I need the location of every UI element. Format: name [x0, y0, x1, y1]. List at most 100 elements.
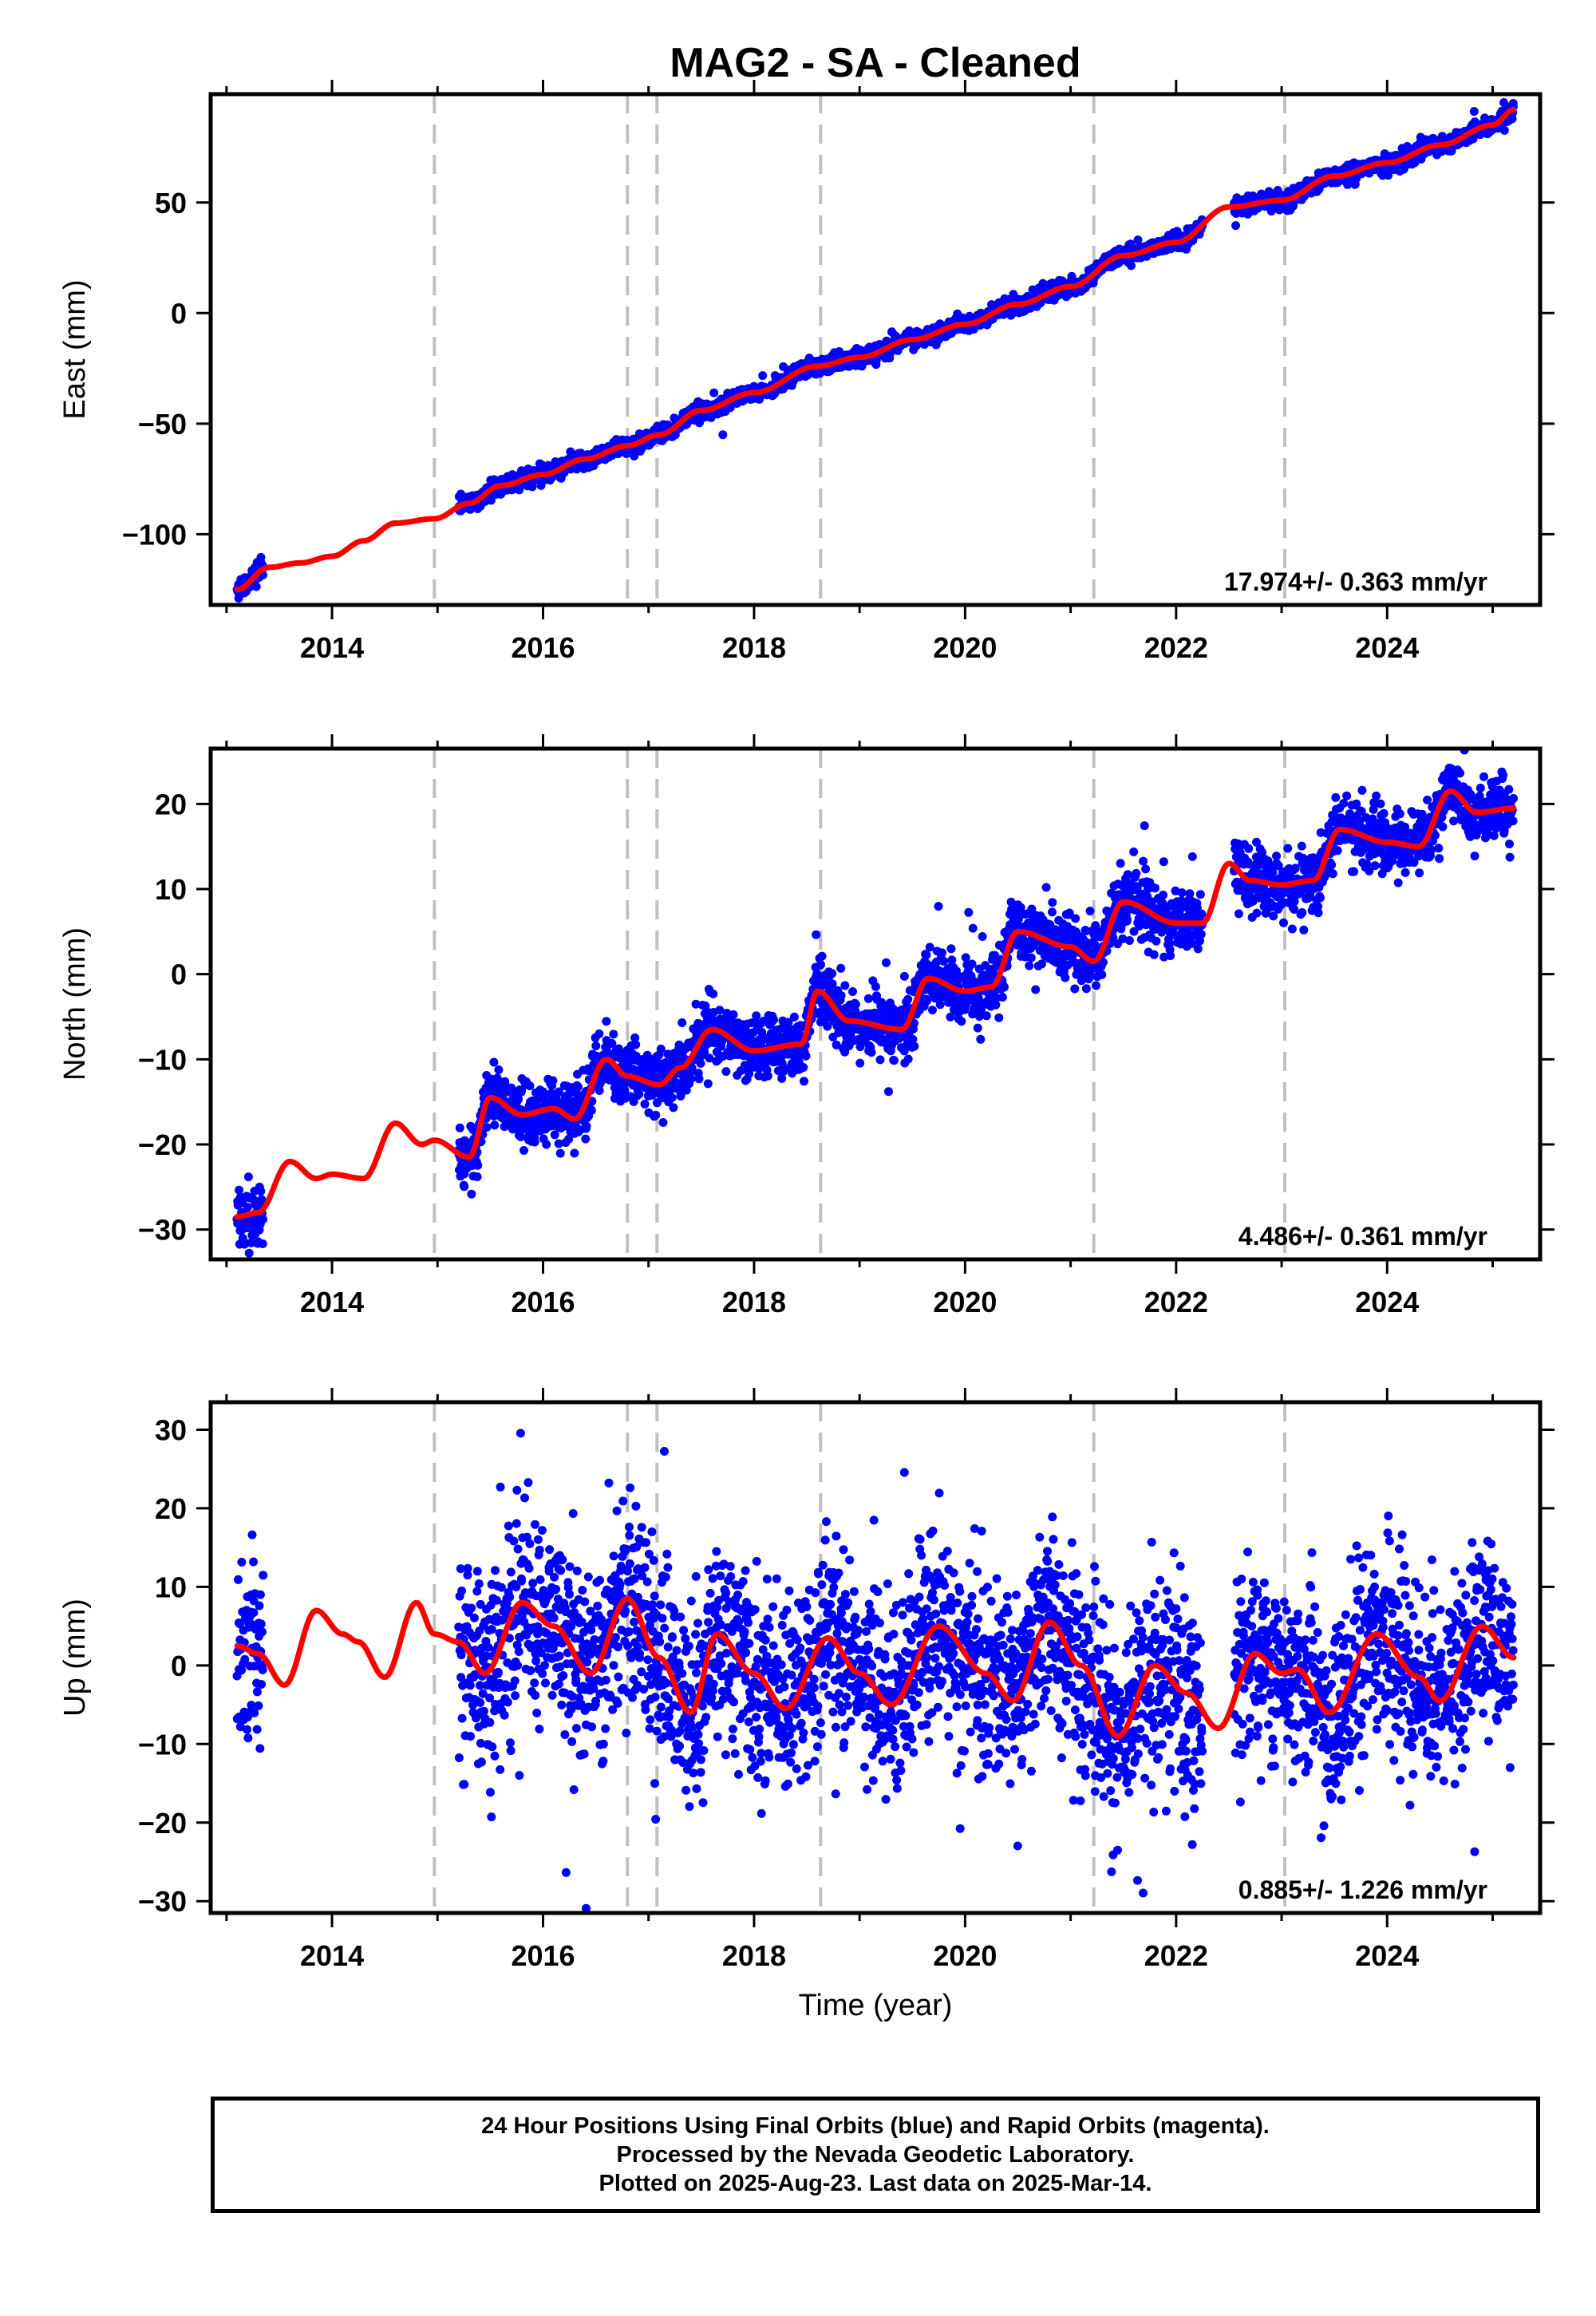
data-point: [609, 1030, 618, 1039]
data-point: [935, 1000, 945, 1010]
data-point: [587, 1105, 596, 1115]
data-point: [899, 971, 909, 981]
data-point: [564, 1089, 574, 1099]
data-point: [1027, 904, 1037, 914]
data-point: [1343, 180, 1353, 189]
data-point: [667, 1093, 677, 1102]
data-point: [938, 948, 946, 958]
data-point: [800, 1077, 808, 1086]
data-point: [828, 969, 837, 978]
data-point: [903, 994, 913, 1004]
data-point: [922, 951, 931, 960]
data-point: [974, 1012, 984, 1022]
data-point: [752, 1011, 761, 1021]
data-point: [976, 1034, 986, 1044]
data-point: [247, 1238, 255, 1247]
data-point: [614, 1044, 623, 1053]
data-point: [630, 1033, 640, 1042]
data-point: [781, 1064, 791, 1073]
data-point: [967, 959, 977, 969]
data-point: [472, 1172, 482, 1181]
data-point: [494, 1065, 504, 1074]
data-point: [550, 1130, 559, 1140]
data-point: [721, 1067, 731, 1077]
data-point: [903, 1054, 913, 1064]
data-point: [554, 1139, 563, 1148]
data-point: [964, 907, 974, 917]
data-point: [640, 1099, 650, 1109]
data-point: [1048, 907, 1057, 917]
data-point: [973, 1023, 982, 1033]
data-point: [957, 1017, 966, 1026]
data-point: [910, 1041, 919, 1051]
data-point: [840, 981, 850, 990]
data-point: [801, 1051, 811, 1061]
data-point: [656, 1044, 666, 1053]
data-point: [867, 1048, 876, 1057]
rate-label-east: 17.974+/- 0.363 mm/yr: [1224, 567, 1487, 596]
y-tick-label: −50: [138, 408, 187, 441]
data-point: [709, 388, 719, 397]
data-point: [235, 1185, 244, 1195]
data-point: [243, 1172, 253, 1182]
data-point: [703, 1079, 713, 1089]
data-point: [607, 1038, 617, 1048]
figure-title: MAG2 - SA - Cleaned: [670, 40, 1080, 86]
data-point: [908, 1034, 918, 1044]
data-point: [492, 1073, 502, 1083]
data-point: [816, 960, 825, 970]
data-point: [784, 1018, 793, 1027]
data-point: [1037, 959, 1046, 969]
data-point: [554, 1087, 563, 1097]
data-point: [1499, 125, 1509, 135]
data-point: [863, 994, 873, 1003]
data-point: [855, 1058, 865, 1068]
plot-area-east: [232, 94, 1518, 605]
data-point: [1231, 221, 1240, 231]
data-point: [490, 1120, 500, 1130]
x-tick-label: 2014: [300, 631, 364, 664]
panel-north: 2014 2016 2018 2020 2022 2024−30−20−1001020No…: [58, 734, 1555, 1318]
data-point: [1469, 107, 1479, 117]
data-point: [514, 1095, 523, 1105]
data-points-east: [232, 98, 1518, 603]
data-point: [871, 982, 880, 991]
data-point: [998, 993, 1007, 1002]
data-point: [1026, 953, 1036, 962]
data-point: [259, 1215, 268, 1224]
data-point: [817, 951, 827, 961]
data-point: [925, 943, 934, 952]
data-point: [460, 1182, 469, 1192]
data-point: [1000, 982, 1009, 992]
data-point: [678, 1018, 687, 1027]
data-point: [832, 1040, 841, 1049]
data-point: [922, 996, 932, 1006]
data-point: [946, 944, 956, 954]
data-point: [570, 1148, 579, 1158]
data-point: [548, 1076, 558, 1085]
data-point: [542, 1140, 551, 1149]
data-point: [884, 1087, 893, 1097]
data-point: [946, 1012, 955, 1022]
x-tick-label: 2020: [933, 631, 997, 664]
data-point: [769, 1015, 778, 1025]
data-point: [574, 1082, 583, 1092]
data-points-north: [232, 749, 1518, 1259]
model-curve-east: [234, 106, 1517, 593]
data-point: [658, 1118, 668, 1127]
x-tick-label: 2022: [1144, 631, 1208, 664]
data-point: [961, 953, 970, 962]
data-point: [256, 1187, 266, 1196]
data-point: [889, 1056, 899, 1065]
data-point: [789, 1012, 799, 1022]
x-tick-label: 2024: [1355, 631, 1419, 664]
data-point: [642, 1050, 652, 1060]
data-point: [1127, 261, 1136, 271]
frame-east: [208, 92, 1543, 607]
data-point: [770, 389, 780, 398]
data-point: [978, 932, 987, 941]
data-point: [256, 552, 266, 562]
data-point: [602, 1017, 611, 1026]
data-point: [947, 955, 957, 965]
